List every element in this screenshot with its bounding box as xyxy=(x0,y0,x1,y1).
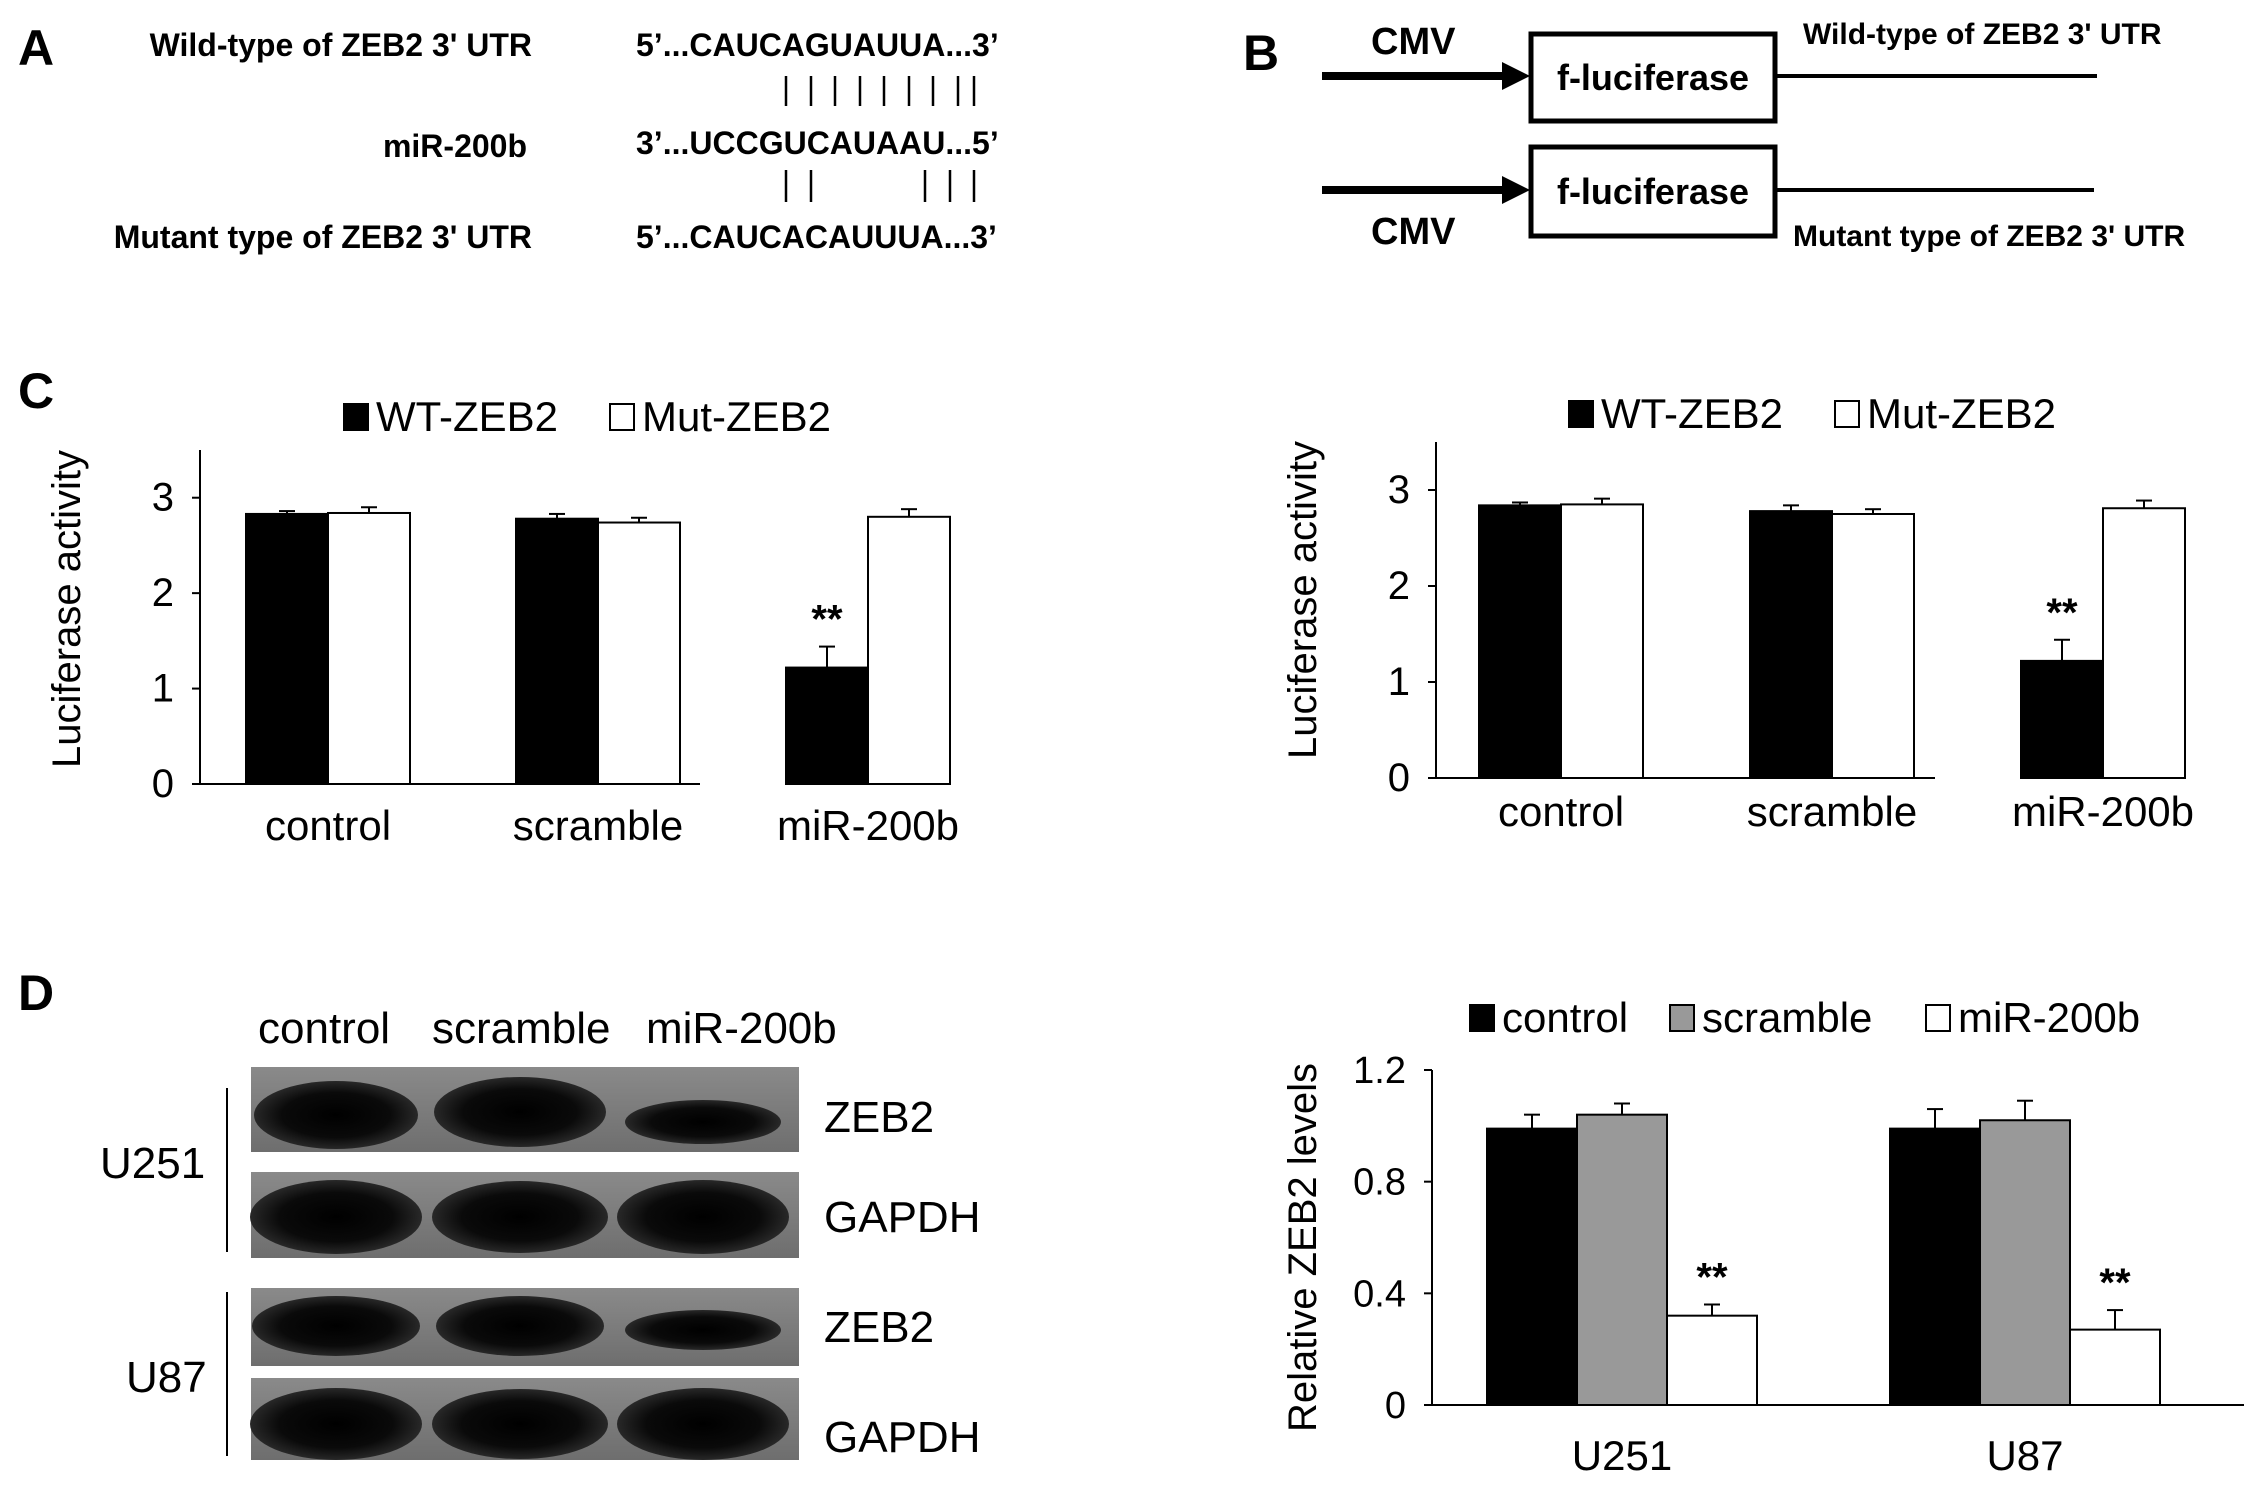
y-axis-title: Luciferase activity xyxy=(45,450,89,768)
bar-control-Mut-ZEB2 xyxy=(1560,503,1644,779)
blot-protein-gapdh-u87: GAPDH xyxy=(824,1413,980,1462)
wt-utr-label: Wild-type of ZEB2 3' UTR xyxy=(150,27,532,63)
blot-protein-gapdh-u251: GAPDH xyxy=(824,1193,980,1242)
bar-U251-miR-200b xyxy=(1666,1314,1758,1406)
bar-control-Mut-ZEB2 xyxy=(327,511,411,785)
luciferase-box-top xyxy=(1528,31,1778,124)
pairing-lines-upper xyxy=(784,76,976,106)
y-axis-title: Relative ZEB2 levels xyxy=(1281,1063,1325,1432)
panel-label-b: B xyxy=(1243,25,1279,81)
legend-label-1: Mut-ZEB2 xyxy=(1867,390,2056,437)
y-tick-label-3: 3 xyxy=(152,476,174,520)
blot-cellline-u251: U251 xyxy=(100,1139,205,1188)
x-category-label-1: scramble xyxy=(1747,788,1917,835)
legend-swatch-0 xyxy=(1568,400,1594,428)
x-category-label-1: scramble xyxy=(513,802,683,849)
y-tick-label-2: 2 xyxy=(1388,564,1410,608)
legend-label-0: WT-ZEB2 xyxy=(376,393,558,440)
y-tick-label-0: 0 xyxy=(152,762,174,806)
blot-protein-zeb2-u251: ZEB2 xyxy=(824,1093,934,1142)
legend-swatch-1 xyxy=(609,403,635,431)
y-tick-label-3: 1.2 xyxy=(1353,1050,1406,1092)
luciferase-label-top: f-luciferase xyxy=(1557,57,1749,98)
blot-lane-control: control xyxy=(258,1004,390,1053)
blot-strip-u87-gapdh xyxy=(250,1378,799,1460)
x-category-label-0: control xyxy=(265,802,391,849)
construct-wild-type: CMV f-luciferase Wild-type of ZEB2 3' UT… xyxy=(1322,18,2162,124)
y-tick-label-3: 3 xyxy=(1388,468,1410,512)
significance-star: ** xyxy=(1696,1256,1728,1300)
mut-utr-label: Mutant type of ZEB2 3' UTR xyxy=(114,219,532,255)
legend-swatch-0 xyxy=(1469,1004,1495,1032)
chart-relative-zeb2: 0 0.4 0.8 1.2 ** U251 ** U87 Relative ZEB2 level… xyxy=(1281,994,2244,1479)
legend-label-1: scramble xyxy=(1702,994,1872,1041)
y-tick-label-2: 0.8 xyxy=(1353,1162,1406,1204)
x-category-label-0: control xyxy=(1498,788,1624,835)
cmv-label-top: CMV xyxy=(1371,21,1456,63)
mut-sequence: 5’...CAUCACAUUUA...3’ xyxy=(636,219,997,255)
legend-swatch-1 xyxy=(1834,400,1860,428)
blot-cellline-u87: U87 xyxy=(126,1353,207,1402)
bar-miR-200b-Mut-ZEB2 xyxy=(867,515,951,785)
bar-control-WT-ZEB2 xyxy=(1478,504,1562,779)
y-tick-label-0: 0 xyxy=(1385,1385,1406,1427)
significance-star: ** xyxy=(2099,1261,2131,1305)
panel-label-a: A xyxy=(18,20,54,76)
panel-label-c: C xyxy=(18,363,54,419)
bar-control-WT-ZEB2 xyxy=(245,512,329,785)
blot-lane-mir200b: miR-200b xyxy=(646,1004,837,1053)
western-blot: control scramble miR-200b U251 U87 xyxy=(100,1004,980,1462)
y-axis-title: Luciferase activity xyxy=(1281,441,1325,759)
construct-mut-label: Mutant type of ZEB2 3' UTR xyxy=(1793,220,2185,253)
y-tick-label-1: 0.4 xyxy=(1353,1273,1406,1315)
bar-U87-scramble xyxy=(1979,1119,2071,1406)
blot-strip-u251-zeb2 xyxy=(251,1067,799,1152)
mir-label: miR-200b xyxy=(383,128,527,164)
legend-label-0: WT-ZEB2 xyxy=(1601,390,1783,437)
blot-lane-scramble: scramble xyxy=(432,1004,611,1053)
bar-miR-200b-WT-ZEB2 xyxy=(2020,659,2104,780)
bar-scramble-Mut-ZEB2 xyxy=(597,521,681,785)
x-category-label-2: miR-200b xyxy=(777,802,959,849)
legend-swatch-0 xyxy=(343,403,369,431)
y-tick-label-2: 2 xyxy=(152,571,174,615)
construct-mutant: f-luciferase CMV Mutant type of ZEB2 3' … xyxy=(1322,144,2185,253)
bar-U87-miR-200b xyxy=(2069,1328,2161,1406)
pairing-lines-lower xyxy=(784,170,976,202)
blot-protein-zeb2-u87: ZEB2 xyxy=(824,1303,934,1352)
y-tick-label-1: 1 xyxy=(152,667,174,711)
significance-star: ** xyxy=(2046,591,2078,635)
x-category-label-1: U87 xyxy=(1986,1432,2063,1479)
bar-U87-control xyxy=(1889,1127,1981,1406)
legend-label-2: miR-200b xyxy=(1958,994,2140,1041)
legend-label-0: control xyxy=(1502,994,1628,1041)
panel-label-d: D xyxy=(18,965,54,1021)
chart-luciferase-left: 0 1 2 3 control scramble ** miR-200b Luciferase … xyxy=(45,393,959,849)
significance-star: ** xyxy=(811,598,843,642)
bar-miR-200b-WT-ZEB2 xyxy=(785,666,869,786)
bar-U251-control xyxy=(1486,1127,1578,1406)
x-category-label-0: U251 xyxy=(1572,1432,1672,1479)
blot-strip-u87-zeb2 xyxy=(251,1288,799,1366)
chart-luciferase-right: 0 1 2 3 control scramble ** miR-200b Luciferase … xyxy=(1281,390,2194,835)
y-tick-label-1: 1 xyxy=(1388,660,1410,704)
luciferase-label-bottom: f-luciferase xyxy=(1557,171,1749,212)
bar-scramble-Mut-ZEB2 xyxy=(1831,513,1915,779)
bar-U251-scramble xyxy=(1576,1113,1668,1406)
blot-strip-u251-gapdh xyxy=(250,1172,799,1258)
construct-wt-label: Wild-type of ZEB2 3' UTR xyxy=(1803,18,2162,51)
legend-swatch-1 xyxy=(1669,1004,1695,1032)
mir-sequence: 3’...UCCGUCAUAAU...5’ xyxy=(636,125,999,161)
bar-scramble-WT-ZEB2 xyxy=(1749,510,1833,779)
bar-scramble-WT-ZEB2 xyxy=(515,517,599,785)
y-tick-label-0: 0 xyxy=(1388,756,1410,800)
legend-swatch-2 xyxy=(1925,1004,1951,1032)
wt-sequence: 5’...CAUCAGUAUUA...3’ xyxy=(636,27,999,63)
cmv-label-bottom: CMV xyxy=(1371,211,1456,253)
x-category-label-2: miR-200b xyxy=(2012,788,2194,835)
bar-miR-200b-Mut-ZEB2 xyxy=(2102,507,2186,779)
legend-label-1: Mut-ZEB2 xyxy=(642,393,831,440)
